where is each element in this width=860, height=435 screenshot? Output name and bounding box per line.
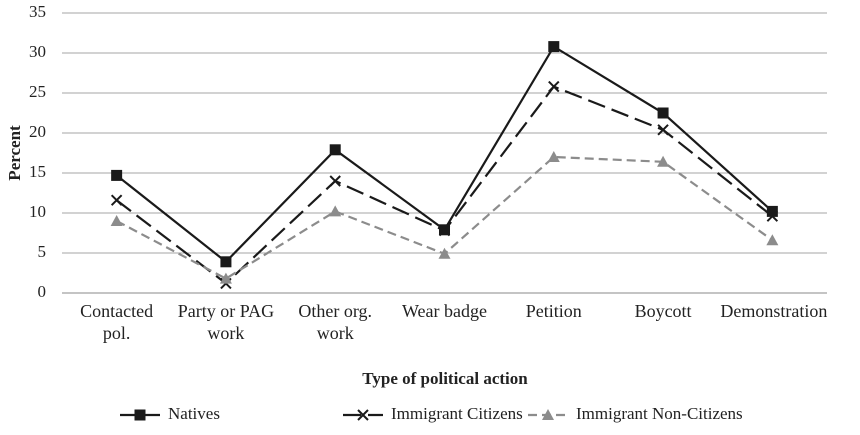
legend-marker: [357, 409, 369, 421]
marker: [766, 210, 779, 222]
legend-marker: [542, 409, 554, 420]
marker: [110, 215, 123, 226]
marker: [548, 41, 560, 53]
y-tick-label: 25: [29, 82, 46, 101]
marker: [329, 205, 342, 217]
marker: [547, 151, 560, 162]
x-tick-label: Petition: [525, 301, 582, 321]
x-tick-label: Wear badge: [402, 301, 487, 321]
legend-marker: [134, 409, 146, 421]
marker: [438, 224, 451, 237]
x-tick-label: Contacted pol.: [80, 301, 154, 343]
marker: [329, 144, 341, 156]
y-tick-label: 30: [29, 42, 46, 61]
marker: [657, 124, 669, 136]
marker: [766, 234, 779, 246]
legend-label: Natives: [168, 404, 220, 423]
marker: [438, 247, 451, 259]
marker: [766, 205, 778, 217]
x-tick-label: Party or PAG work: [177, 301, 275, 343]
marker: [548, 80, 560, 93]
marker: [220, 256, 232, 268]
y-axis-label: Percent: [5, 125, 24, 181]
y-tick-label: 10: [29, 202, 46, 221]
y-tick-label: 0: [38, 282, 47, 301]
x-tick-label: Boycott: [634, 301, 692, 321]
y-tick-label: 5: [38, 242, 47, 261]
series-line: [116, 155, 773, 280]
x-tick-label: Other org. work: [298, 301, 373, 343]
x-tick-label: Demonstration: [720, 301, 828, 321]
marker: [329, 175, 341, 187]
marker: [219, 272, 232, 284]
x-axis-label: Type of political action: [362, 369, 528, 388]
marker: [657, 155, 670, 167]
y-tick-label: 15: [29, 162, 46, 181]
marker: [111, 169, 123, 181]
y-tick-label: 20: [29, 122, 46, 141]
legend-label: Immigrant Non-Citizens: [576, 404, 743, 423]
legend-label: Immigrant Citizens: [391, 404, 523, 423]
y-tick-label: 35: [29, 2, 46, 21]
marker: [110, 194, 123, 206]
marker: [657, 107, 669, 119]
